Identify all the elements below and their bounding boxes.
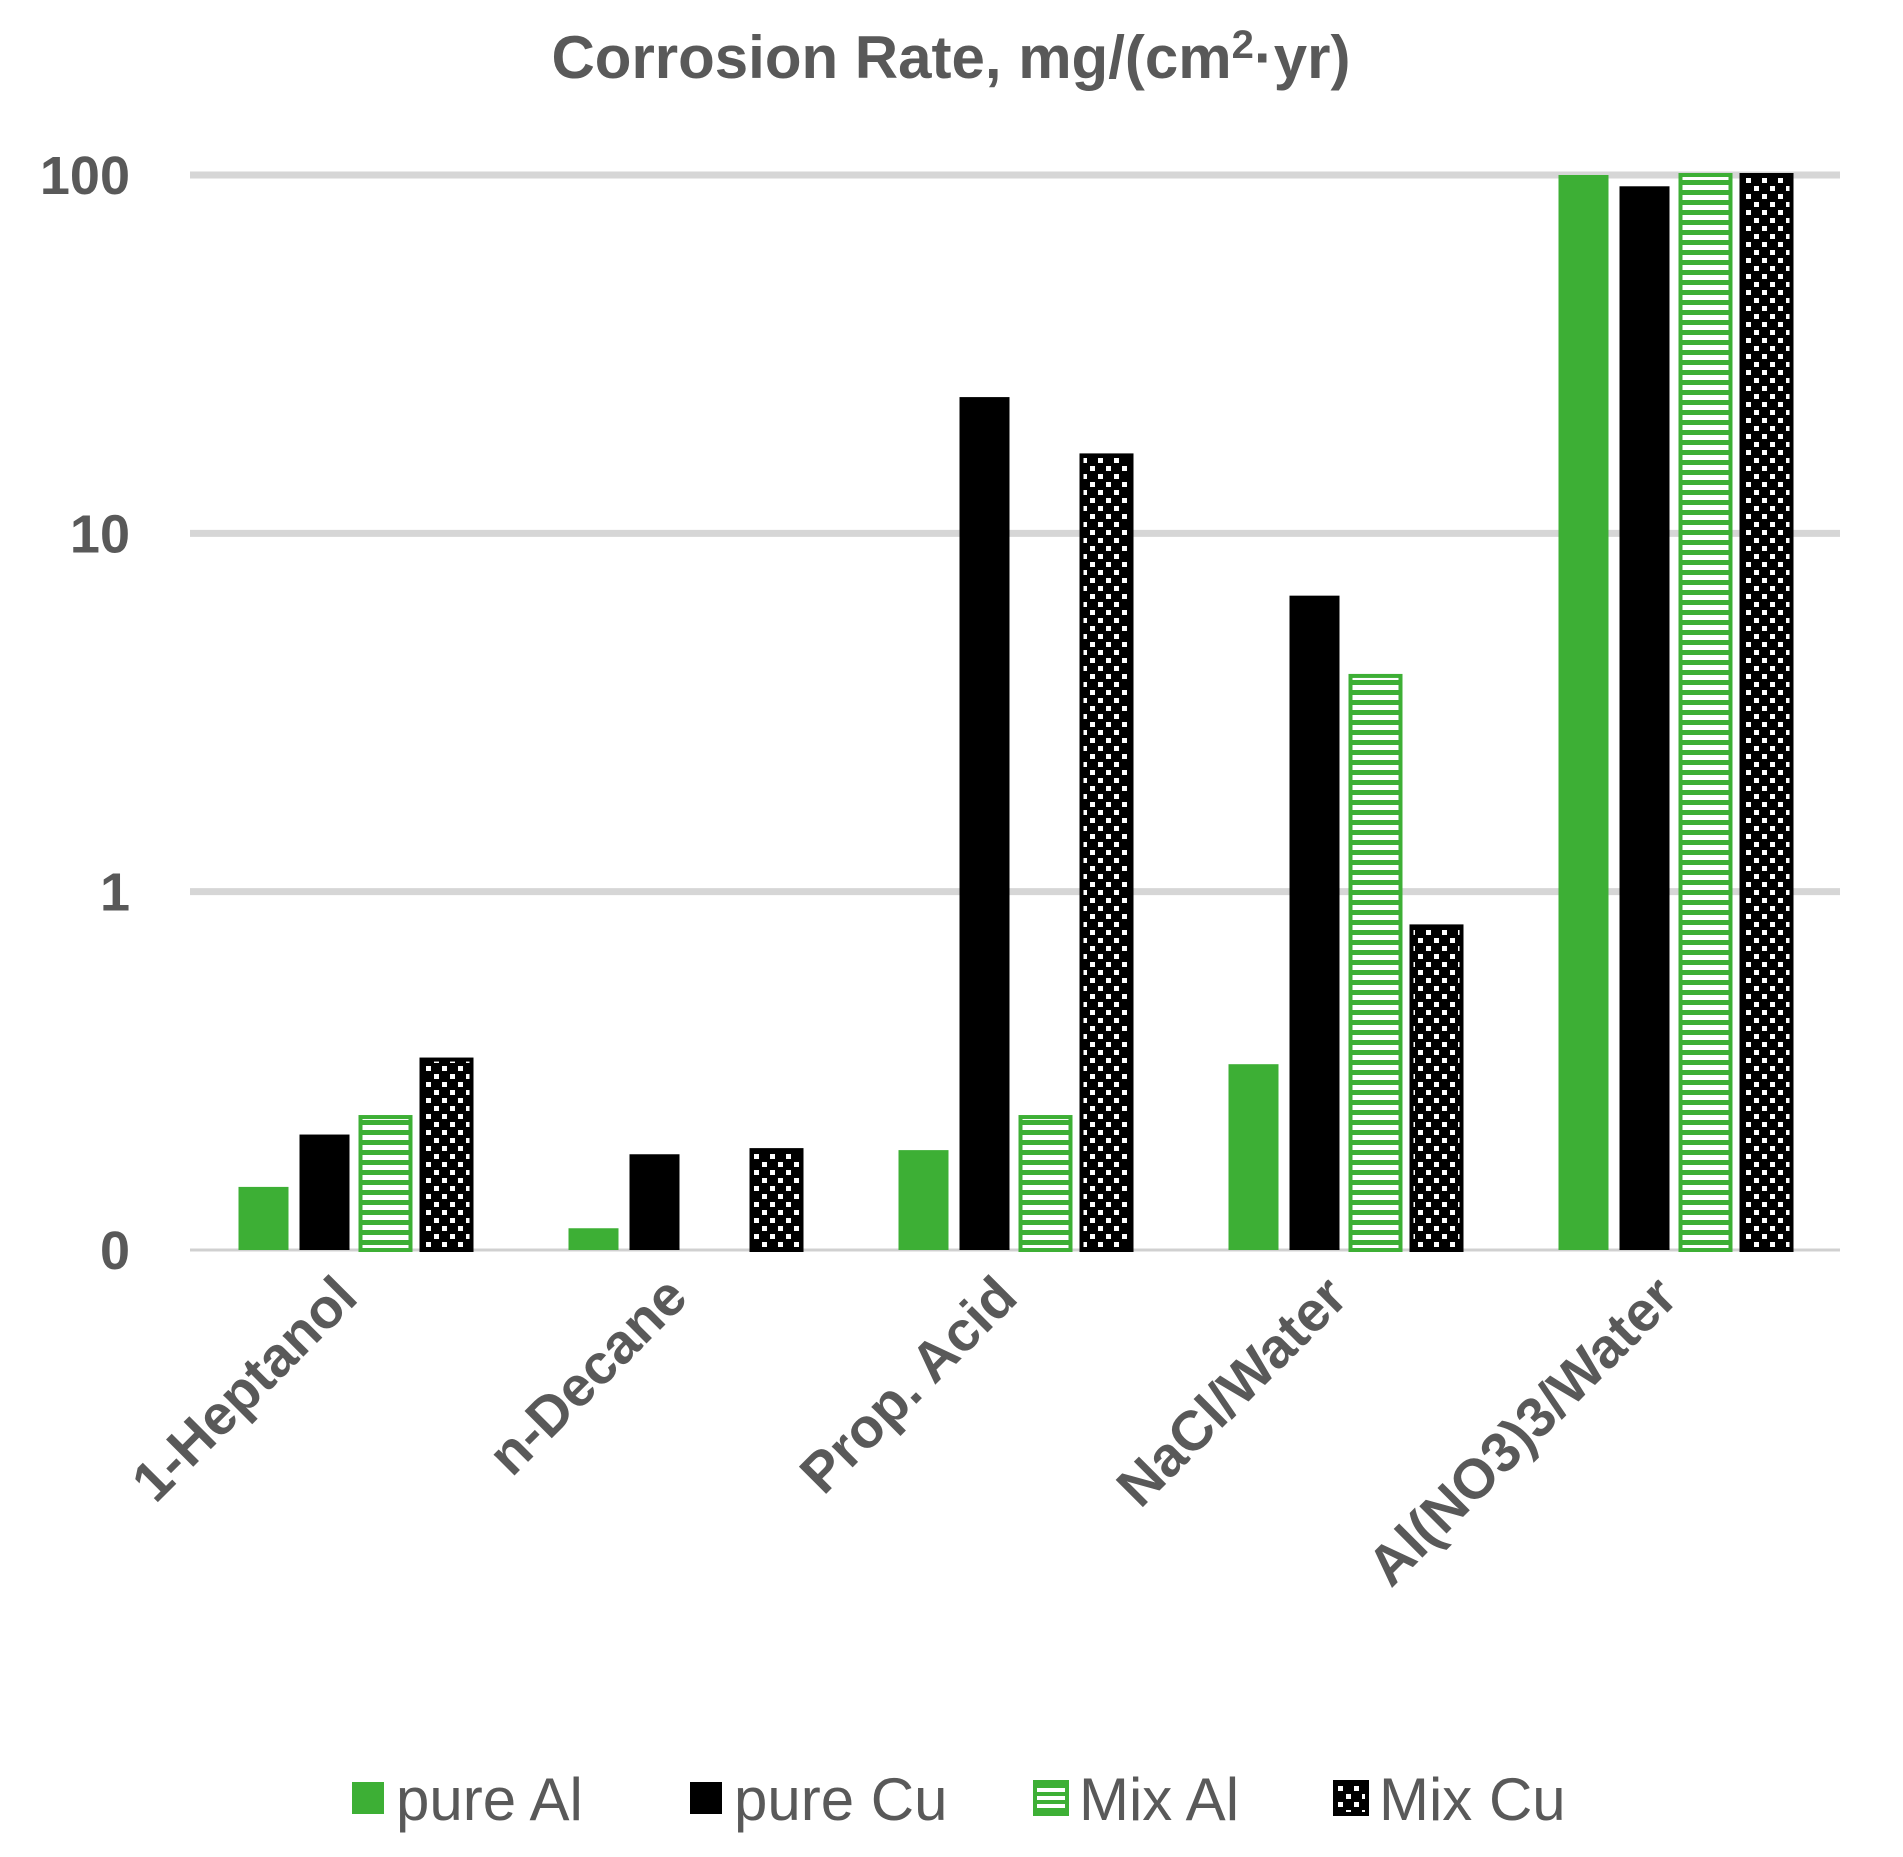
chart-title: Corrosion Rate, mg/(cm2·yr): [551, 23, 1350, 91]
bar-nacl-water-mix-al: [1348, 673, 1403, 1252]
bar-al-no3-3-water-mix-cu: [1739, 173, 1794, 1252]
x-tick-label-nacl-water: NaCl/Water: [1104, 1264, 1358, 1518]
y-tick-label: 100: [40, 146, 130, 206]
legend-swatch-pure-cu: [690, 1782, 722, 1814]
bar-prop-acid-pure-al: [898, 1150, 949, 1250]
x-tick-label-al-no3-3-water: Al(NO3)3/Water: [1355, 1264, 1689, 1598]
bar-nacl-water-pure-al: [1228, 1064, 1279, 1250]
x-tick-label-n-decane: n-Decane: [476, 1264, 699, 1487]
legend-label-mix-al: Mix Al: [1079, 1766, 1239, 1833]
y-tick-label: 0: [100, 1221, 130, 1281]
bar-prop-acid-mix-al: [1018, 1115, 1073, 1253]
bar-n-decane-mix-cu: [749, 1148, 804, 1252]
bar-n-decane-pure-al: [568, 1228, 619, 1250]
legend-label-pure-al: pure Al: [396, 1766, 583, 1833]
bar-n-decane-pure-cu: [629, 1154, 680, 1250]
y-tick-label: 1: [100, 863, 130, 923]
legend-label-mix-cu: Mix Cu: [1379, 1766, 1566, 1833]
legend-label-pure-cu: pure Cu: [734, 1766, 947, 1833]
bars: [238, 173, 1794, 1253]
legend-swatch-mix-cu: [1333, 1780, 1369, 1816]
bar-al-no3-3-water-mix-al: [1678, 173, 1733, 1252]
bar-prop-acid-mix-cu: [1079, 453, 1134, 1252]
bar-nacl-water-pure-cu: [1289, 595, 1340, 1250]
legend: pure Al pure Cu Mix Al Mix Cu: [352, 1766, 1566, 1833]
bar-al-no3-3-water-pure-al: [1558, 175, 1609, 1250]
bar-prop-acid-pure-cu: [959, 397, 1010, 1251]
x-tick-label-prop-acid: Prop. Acid: [787, 1264, 1028, 1505]
legend-swatch-pure-al: [352, 1782, 384, 1814]
x-axis-ticks: 1-Heptanol n-Decane Prop. Acid NaCl/WaterAl…: [119, 1264, 1688, 1598]
bar-1-heptanol-pure-cu: [299, 1134, 350, 1250]
bar-1-heptanol-mix-al: [358, 1115, 413, 1253]
x-tick-label-1-heptanol: 1-Heptanol: [119, 1264, 368, 1513]
y-tick-label: 10: [70, 504, 130, 564]
y-axis-ticks: 0 1 10 100: [40, 146, 130, 1281]
bar-1-heptanol-pure-al: [238, 1186, 289, 1250]
bar-nacl-water-mix-cu: [1409, 924, 1464, 1252]
bar-1-heptanol-mix-cu: [419, 1057, 474, 1252]
legend-swatch-mix-al: [1033, 1780, 1069, 1816]
bar-al-no3-3-water-pure-cu: [1619, 186, 1670, 1251]
